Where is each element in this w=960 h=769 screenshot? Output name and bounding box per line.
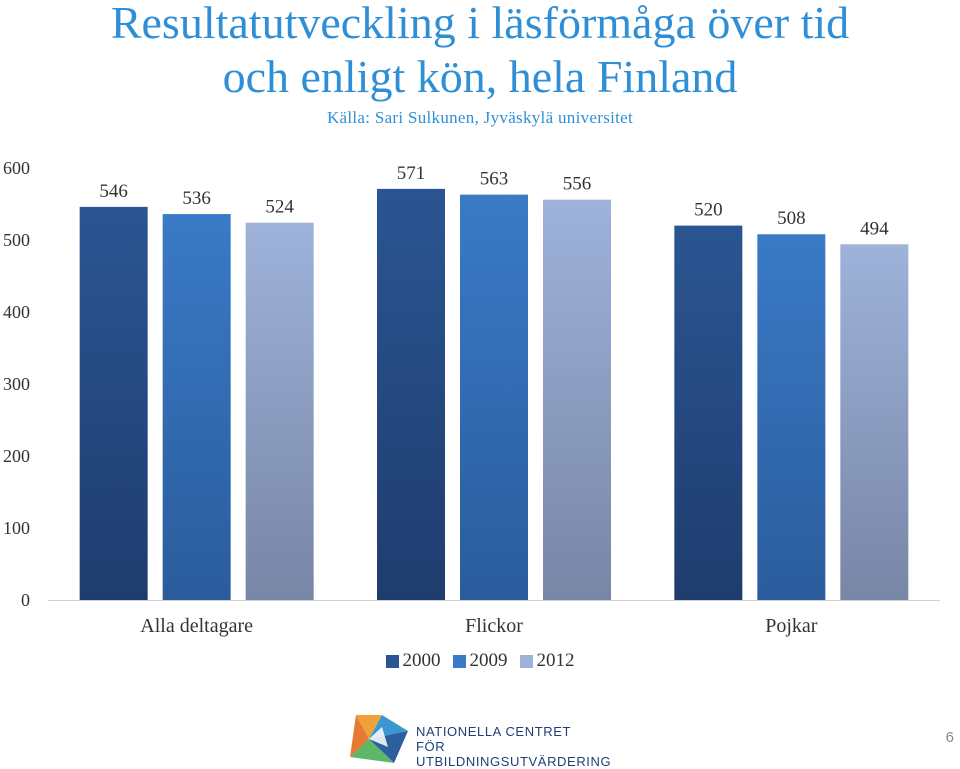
data-label: 556 [563,174,592,195]
y-tick-label: 0 [21,590,30,610]
chart-title-line-1: Resultatutveckling i läsförmåga över tid [110,0,850,48]
legend-item-2000: 2000 [385,650,441,672]
legend-label: 2009 [469,650,508,671]
legend-swatch [385,654,399,668]
x-category-label: Pojkar [765,615,818,637]
bar-2000-2 [674,225,743,600]
x-category-label: Flickor [465,615,523,637]
bar-2012-2 [840,244,909,600]
logo-text-line-1: NATIONELLA CENTRET [416,724,572,739]
data-label: 494 [860,218,889,239]
bar-2009-2 [757,234,826,601]
data-label: 508 [777,208,806,229]
legend-label: 2000 [402,650,441,671]
bar-2012-1 [543,199,611,600]
chart-title: Resultatutveckling i läsförmåga över tid… [0,0,960,104]
data-label: 563 [480,169,509,190]
y-tick-label: 600 [3,158,30,178]
data-label: 536 [182,188,211,209]
legend-swatch [452,654,466,668]
y-tick-label: 300 [3,374,30,394]
legend-swatch [519,654,533,668]
data-labels: 546 536 524 571 563 556 520 508 494 [99,163,889,239]
bar-2009-0 [162,214,231,600]
bar-2000-1 [377,188,445,600]
data-label: 546 [99,181,128,202]
legend-label: 2012 [536,650,575,671]
logo-icon [350,715,408,763]
x-axis: Alla deltagare Flickor Pojkar [48,600,940,637]
bar-2009-1 [460,194,528,600]
x-category-label: Alla deltagare [140,615,253,637]
bar-2012-0 [245,222,314,600]
chart-title-line-2: och enligt kön, hela Finland [222,51,738,102]
chart-subtitle: Källa: Sari Sulkunen, Jyväskylä universi… [326,108,634,127]
data-label: 520 [694,200,723,221]
y-tick-label: 100 [3,518,30,538]
legend-item-2009: 2009 [452,650,508,672]
bars [79,188,909,601]
logo-text-line-2: FÖR UTBILDNINGSUTVÄRDERING [416,739,612,769]
legend: 2000 2009 2012 [0,650,960,674]
legend-item-2012: 2012 [519,650,575,672]
y-axis: 0 100 200 300 400 500 600 [3,158,30,610]
y-tick-label: 400 [3,302,30,322]
logo: NATIONELLA CENTRET FÖR UTBILDNINGSUTVÄRD… [348,713,618,769]
page-number: 6 [945,729,954,746]
y-tick-label: 500 [3,230,30,250]
y-tick-label: 200 [3,446,30,466]
data-label: 571 [397,163,426,184]
logo-text: NATIONELLA CENTRET FÖR UTBILDNINGSUTVÄRD… [416,724,618,769]
bar-2000-0 [79,206,148,600]
data-label: 524 [265,197,294,218]
